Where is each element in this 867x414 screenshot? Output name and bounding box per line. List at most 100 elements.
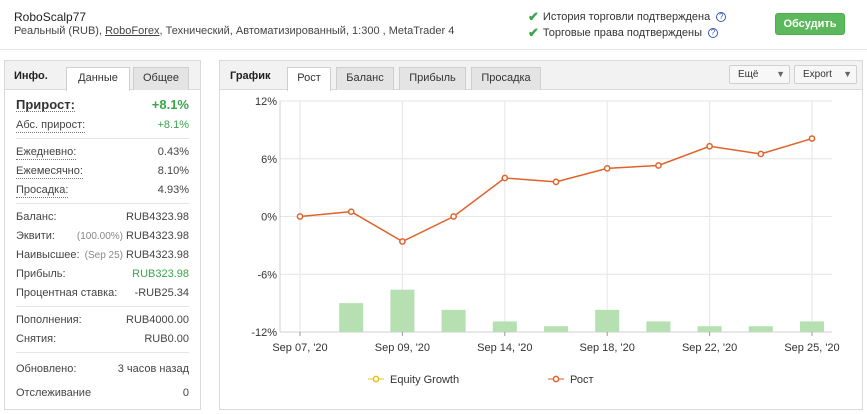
equity-percent: (100.00%) [76,231,123,242]
stats-list: Прирост: +8.1% Абс. прирост: +8.1% Ежедн… [5,94,200,405]
legend-equity-marker [372,375,380,383]
info-panel: Инфо. Данные Общее Прирост: +8.1% Абс. п… [4,60,201,410]
tab-general[interactable]: Общее [133,67,189,90]
updated-row: Обновлено: 3 часов назад [16,357,189,381]
info-tabs: Инфо. Данные Общее [5,61,200,91]
broker-link[interactable]: RoboForex [105,25,160,37]
account-description: Реальный (RUB), RoboForex, Технический, … [14,25,454,37]
verified-history-label: История торговли подтверждена [542,11,711,23]
bar [544,326,568,332]
growth-line [299,137,813,243]
chart-panel-title: График [230,70,271,82]
tab-balance[interactable]: Баланс [336,67,394,90]
deposits-label: Пополнения: [16,314,82,326]
legend-growth-marker [552,375,560,383]
equity-label: Эквити: [16,230,55,242]
withdrawals-label: Снятия: [16,333,57,345]
divider [16,203,189,204]
chart-panel: График Рост Баланс Прибыль Просадка Ещё … [219,60,863,410]
daily-row: Ежедневно: 0.43% [16,143,189,162]
growth-point [450,213,457,220]
updated-label: Обновлено: [16,363,77,375]
verified-privileges: ✔ Торговые права подтверждены ? [528,25,719,41]
growth-row: Прирост: +8.1% [16,94,189,116]
profit-row: Прибыль: RUB323.98 [16,265,189,284]
growth-point [347,208,355,216]
bar [441,309,466,332]
x-tick-label: Sep 18, '20 [580,342,635,354]
y-tick-label: 12% [255,96,277,108]
withdrawals-value: RUB0.00 [144,333,189,345]
bar [646,321,671,332]
chevron-down-icon: ▼ [776,69,785,79]
divider [16,138,189,139]
verified-history: ✔ История торговли подтверждена ? [528,9,727,25]
divider [16,306,189,307]
x-tick-label: Sep 25, '20 [784,342,839,354]
highest-label: Наивысшее: [16,249,80,261]
help-icon[interactable]: ? [708,28,719,38]
growth-point [706,142,713,150]
tab-growth[interactable]: Рост [287,67,331,91]
balance-label: Баланс: [16,211,57,223]
profit-value: RUB323.98 [132,268,189,280]
tab-data[interactable]: Данные [66,67,130,91]
chevron-down-icon: ▼ [843,69,852,79]
x-tick-label: Sep 07, '20 [272,342,327,354]
growth-point [552,178,560,186]
equity-value: RUB4323.98 [126,230,189,242]
growth-point [655,162,662,169]
drawdown-value: 4.93% [157,184,189,196]
highest-value: RUB4323.98 [126,249,189,261]
daily-value: 0.43% [157,146,189,158]
x-tick-label: Sep 22, '20 [682,342,737,354]
growth-value: +8.1% [151,97,189,112]
growth-point [757,150,765,158]
account-desc-suffix: , Технический, Автоматизированный, 1:300… [159,25,455,37]
drawdown-label: Просадка: [16,184,69,198]
discuss-button[interactable]: Обсудить [775,13,845,35]
tracking-row: Отслеживание 0 [16,381,189,405]
more-dropdown-label: Ещё [738,69,759,80]
deposits-row: Пополнения: RUB4000.00 [16,311,189,330]
monthly-value: 8.10% [157,165,189,177]
withdrawals-row: Снятия: RUB0.00 [16,330,189,349]
chart-tabs: График Рост Баланс Прибыль Просадка Ещё … [220,61,862,91]
equity-row: Эквити: (100.00%) RUB4323.98 [16,227,189,246]
growth-point [603,165,611,172]
abs-growth-label: Абс. прирост: [16,119,86,133]
highest-row: Наивысшее: (Sep 25) RUB4323.98 [16,246,189,265]
interest-label: Процентная ставка: [16,287,118,299]
bar [697,326,722,332]
abs-growth-row: Абс. прирост: +8.1% [16,116,189,135]
account-header: RoboScalp77 Реальный (RUB), RoboForex, Т… [0,0,867,50]
bar [339,303,364,332]
account-desc-prefix: Реальный (RUB), [14,25,106,37]
tab-drawdown[interactable]: Просадка [471,67,541,90]
profit-label: Прибыль: [16,268,66,280]
legend-equity-label: Equity Growth [390,374,459,386]
bar [492,321,517,332]
growth-label: Прирост: [16,97,75,112]
help-icon[interactable]: ? [716,12,727,22]
export-dropdown-label: Export [803,69,832,80]
export-dropdown[interactable]: Export ▼ [794,65,857,84]
growth-chart: 12% 6% 0% -6% -12% Sep 07, '20 Sep 09, '20 Sep … [251,96,839,386]
growth-point [296,213,304,220]
monthly-row: Ежемесячно: 8.10% [16,162,189,181]
x-tick-label: Sep 09, '20 [375,342,430,354]
interest-value: -RUB25.34 [134,287,189,299]
checkmark-icon: ✔ [528,25,539,40]
updated-value: 3 часов назад [117,363,189,375]
more-dropdown[interactable]: Ещё ▼ [729,65,790,84]
divider [16,352,189,353]
balance-value: RUB4323.98 [126,211,189,223]
y-tick-label: -6% [257,269,277,281]
bar [595,309,620,332]
y-tick-label: 6% [261,154,277,166]
growth-point [399,238,406,245]
interest-row: Процентная ставка: -RUB25.34 [16,284,189,303]
bar [748,326,773,332]
tab-profit[interactable]: Прибыль [399,67,466,90]
deposits-value: RUB4000.00 [126,314,189,326]
